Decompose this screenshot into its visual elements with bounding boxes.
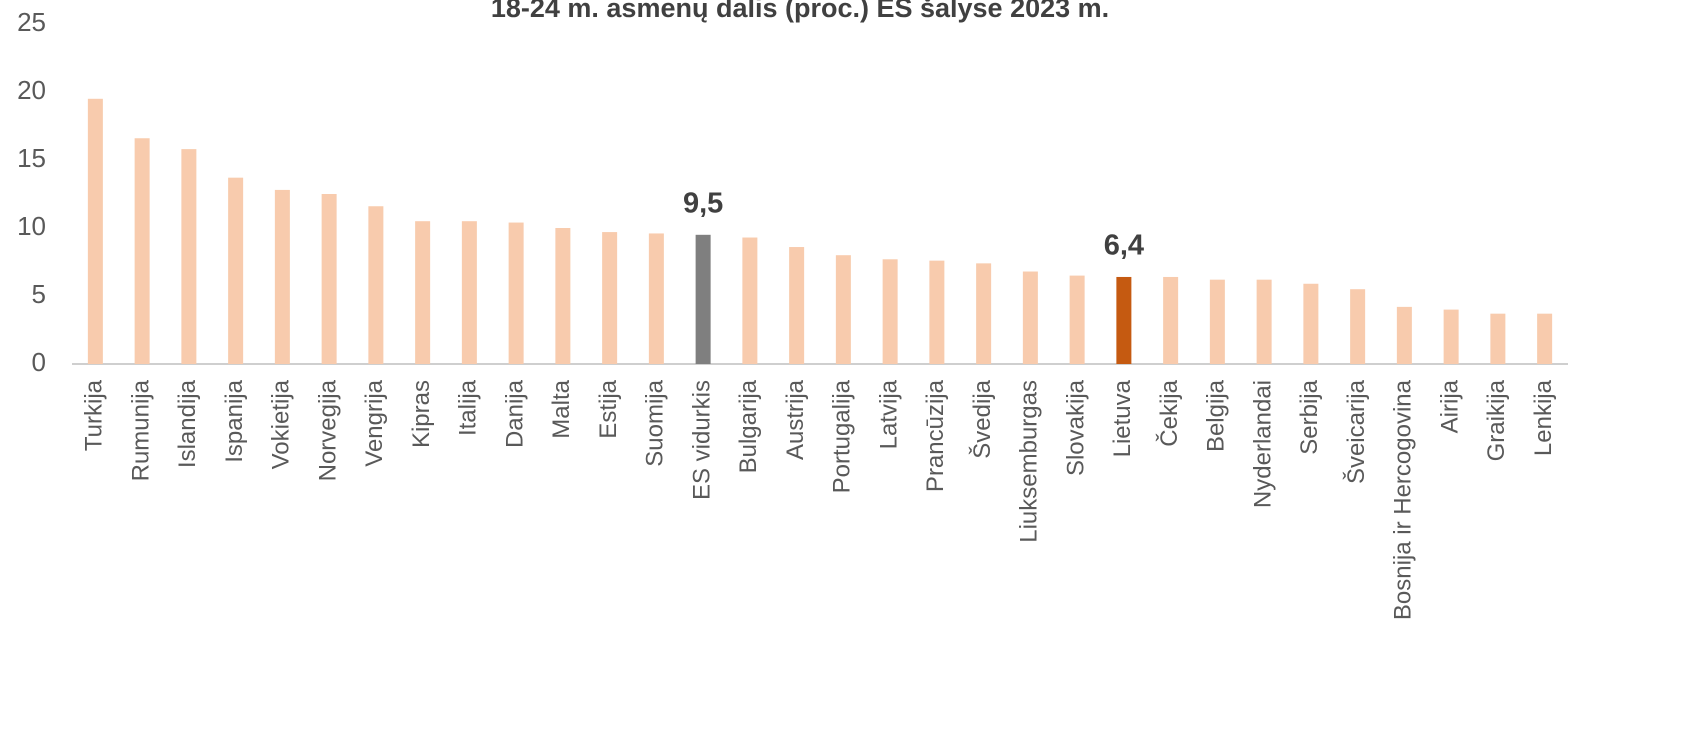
x-tick-label: Latvija (875, 379, 902, 449)
y-tick-label: 0 (32, 347, 46, 377)
bar (1256, 279, 1272, 364)
bar (1303, 283, 1319, 364)
x-tick-label: Belgija (1203, 379, 1230, 452)
x-tick-label: Bosnija ir Hercogovina (1390, 379, 1417, 620)
bar (602, 232, 618, 364)
bar (1163, 276, 1179, 364)
y-tick-label: 20 (17, 75, 46, 105)
y-tick-label: 5 (32, 279, 46, 309)
x-tick-label: Italija (455, 379, 482, 436)
x-tick-label: Šveicarija (1342, 379, 1370, 484)
x-tick-label: Rumunija (127, 379, 154, 481)
x-tick-label: ES vidurkis (688, 380, 715, 500)
y-tick-label: 15 (17, 143, 46, 173)
bar (929, 260, 945, 364)
bar (1443, 309, 1459, 364)
x-tick-label: Prancūzija (922, 379, 949, 492)
bar (1116, 276, 1132, 364)
bar (882, 259, 898, 364)
bar (1537, 313, 1553, 364)
bar (555, 228, 571, 364)
x-tick-label: Graikija (1483, 379, 1510, 461)
x-tick-label: Vokietija (268, 379, 295, 469)
chart-title: 18-24 m. asmenų dalis (proc.) ES šalyse … (491, 0, 1109, 23)
x-tick-label: Turkija (81, 379, 108, 451)
y-tick-label: 25 (17, 7, 46, 37)
bar (976, 263, 992, 364)
x-tick-label: Danija (501, 379, 528, 448)
x-tick-label: Estija (595, 379, 622, 438)
x-tick-label: Islandija (174, 379, 201, 468)
x-tick-label: Austrija (782, 379, 809, 460)
bar (648, 233, 664, 364)
bar (789, 247, 805, 364)
x-tick-label: Slovakija (1062, 379, 1089, 476)
x-tick-label: Suomija (642, 379, 669, 466)
bar (1209, 279, 1225, 364)
x-tick-label: Čekija (1155, 379, 1183, 446)
x-tick-label: Norvegija (314, 379, 341, 481)
x-tick-label: Kipras (408, 380, 435, 448)
x-tick-label: Serbija (1296, 379, 1323, 454)
bar (1350, 289, 1366, 364)
x-tick-label: Liuksemburgas (1016, 380, 1043, 543)
x-tick-label: Vengrija (361, 379, 388, 466)
x-tick-label: Nyderlandai (1249, 380, 1276, 508)
y-tick-label: 10 (17, 211, 46, 241)
bar (87, 98, 103, 365)
x-tick-label: Ispanija (221, 379, 248, 462)
bar (508, 222, 524, 364)
bar (228, 177, 244, 364)
x-tick-label: Švedija (968, 379, 996, 458)
x-tick-label: Airija (1436, 379, 1463, 433)
x-tick-label: Portugalija (829, 379, 856, 493)
bar (1490, 313, 1506, 364)
value-label: 6,4 (1104, 230, 1144, 262)
bar (321, 194, 337, 364)
bar (461, 221, 477, 364)
bar (1022, 271, 1038, 364)
value-label: 9,5 (683, 187, 723, 219)
x-tick-label: Lietuva (1109, 379, 1136, 457)
bar (742, 237, 758, 364)
x-tick-label: Malta (548, 379, 575, 438)
bar (695, 234, 711, 364)
bar (134, 138, 150, 364)
bar (415, 221, 431, 364)
bar (1069, 275, 1085, 364)
x-tick-label: Bulgarija (735, 379, 762, 473)
bar (835, 255, 851, 364)
bar (181, 149, 197, 364)
x-tick-label: Lenkija (1530, 379, 1557, 456)
bar (1396, 306, 1412, 364)
bar (274, 189, 290, 364)
bar (368, 206, 384, 364)
